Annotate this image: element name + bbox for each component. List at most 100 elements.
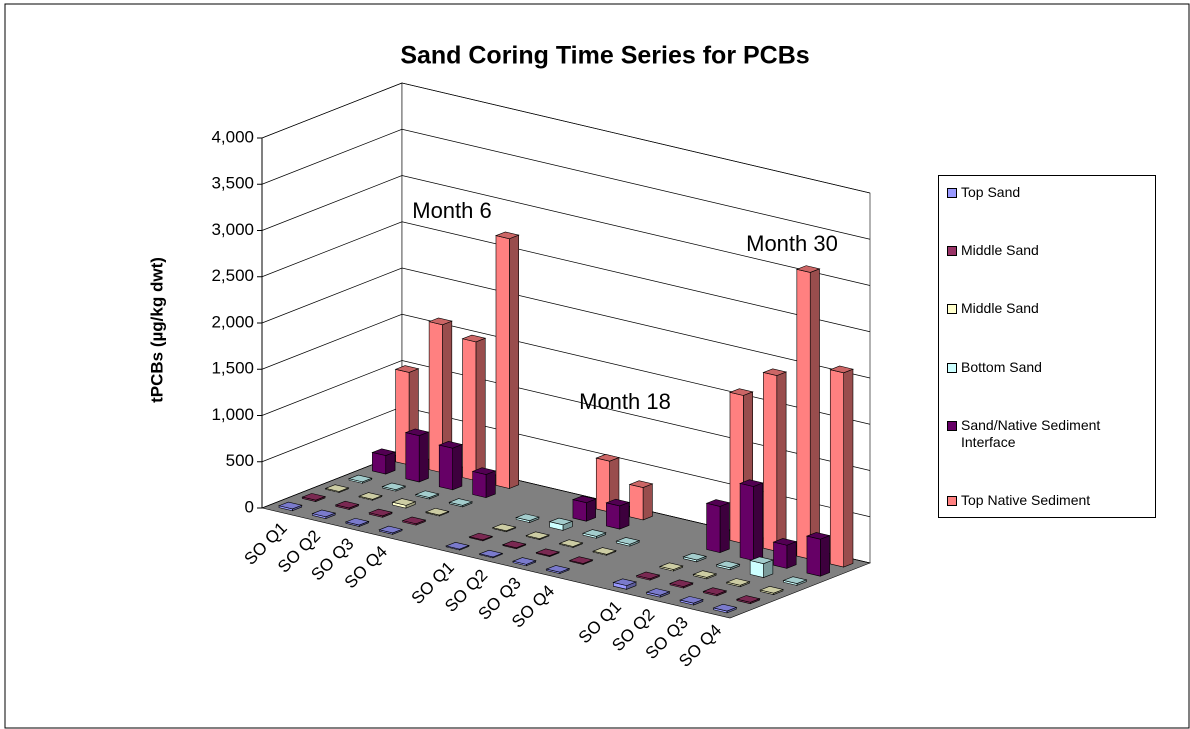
bar-top <box>558 539 584 547</box>
legend-swatch <box>947 495 957 506</box>
bar-front <box>739 482 754 561</box>
bar-top <box>424 507 450 516</box>
legend-swatch <box>947 304 957 315</box>
bar-front <box>572 499 587 522</box>
bar <box>344 517 370 527</box>
y-axis-label: tPCBs (µg/kg dwt) <box>147 257 166 403</box>
bar-top <box>348 474 373 483</box>
annotation: Month 18 <box>579 389 671 414</box>
bar-top <box>759 586 784 594</box>
y-tick-label: 500 <box>226 451 254 470</box>
bar <box>645 588 671 598</box>
bar <box>512 557 537 567</box>
legend-item: Middle Sand <box>947 242 1147 259</box>
bar-top <box>471 467 497 475</box>
bar-front <box>438 444 453 491</box>
bar-top <box>545 565 571 573</box>
bar <box>725 578 751 588</box>
bar <box>568 556 594 565</box>
bar-top <box>682 552 708 561</box>
y-tick-label: 1,500 <box>211 359 254 378</box>
bar-top <box>548 517 574 526</box>
bar-top <box>334 500 360 509</box>
bar-top <box>512 557 537 565</box>
bar-top <box>358 492 383 500</box>
bar <box>749 556 774 578</box>
bar-top <box>679 596 704 604</box>
bar <box>334 500 360 510</box>
bar-side <box>452 444 463 491</box>
legend-label: Bottom Sand <box>961 358 1042 375</box>
grid-line <box>261 175 871 286</box>
bar <box>759 586 784 595</box>
bar <box>772 538 798 569</box>
bar-top <box>658 562 684 570</box>
bar <box>391 498 417 509</box>
bar-top <box>772 538 798 546</box>
bar-top <box>702 587 728 595</box>
bar-top <box>391 498 417 506</box>
bar-side <box>719 502 730 554</box>
bar <box>615 537 641 547</box>
bar <box>491 523 517 533</box>
bar <box>795 265 821 560</box>
bar <box>401 516 427 526</box>
bar <box>414 490 440 500</box>
bar-front <box>405 432 420 483</box>
bar <box>448 498 474 508</box>
bar <box>735 595 761 605</box>
bar-top <box>582 529 607 537</box>
bar-side <box>786 541 797 569</box>
legend-item: Middle Sand <box>947 300 1147 317</box>
frame <box>4 3 1190 729</box>
bar-top <box>568 556 594 564</box>
bar <box>829 365 854 568</box>
bar <box>558 539 584 548</box>
bar-front <box>706 502 721 554</box>
bar <box>702 587 728 597</box>
bar <box>461 334 487 482</box>
bar-front <box>763 372 778 552</box>
grid-line <box>261 313 871 425</box>
bar-top <box>515 513 540 521</box>
bar-top <box>394 365 420 373</box>
bar-top <box>829 365 854 374</box>
bar-top <box>705 499 731 507</box>
bar <box>278 501 303 512</box>
y-tick-label: 2,000 <box>211 312 254 331</box>
bar <box>805 532 831 577</box>
bar-front <box>829 369 844 568</box>
bar-side <box>485 470 496 499</box>
bar-front <box>372 452 387 475</box>
bar-top <box>494 231 520 240</box>
bar <box>324 484 350 493</box>
y-tick-label: 2,500 <box>211 266 254 285</box>
bar <box>712 603 738 614</box>
bar <box>739 479 764 561</box>
bar-front <box>806 535 821 577</box>
bar-top <box>735 595 761 603</box>
legend-item: Bottom Sand <box>947 359 1147 376</box>
bar-top <box>414 490 440 498</box>
bar <box>612 578 638 590</box>
grid-line <box>261 128 871 240</box>
bar <box>358 492 383 501</box>
legend-label: Middle Sand <box>961 242 1039 259</box>
bar <box>381 482 407 492</box>
bar <box>348 474 373 484</box>
bar-side <box>753 482 764 561</box>
bar-side <box>843 368 854 568</box>
y-tick-label: 3,500 <box>211 174 254 193</box>
bar-side <box>776 371 787 552</box>
bar-top <box>324 484 350 492</box>
bar-top <box>712 603 738 612</box>
legend-label: Top Sand <box>961 184 1021 200</box>
bar-side <box>509 234 519 489</box>
bar <box>582 529 607 539</box>
bar-side <box>642 483 653 521</box>
y-tick-label: 4,000 <box>211 127 254 146</box>
bar <box>592 547 617 556</box>
bar-top <box>612 578 638 586</box>
y-tick-label: 1,000 <box>211 405 254 424</box>
